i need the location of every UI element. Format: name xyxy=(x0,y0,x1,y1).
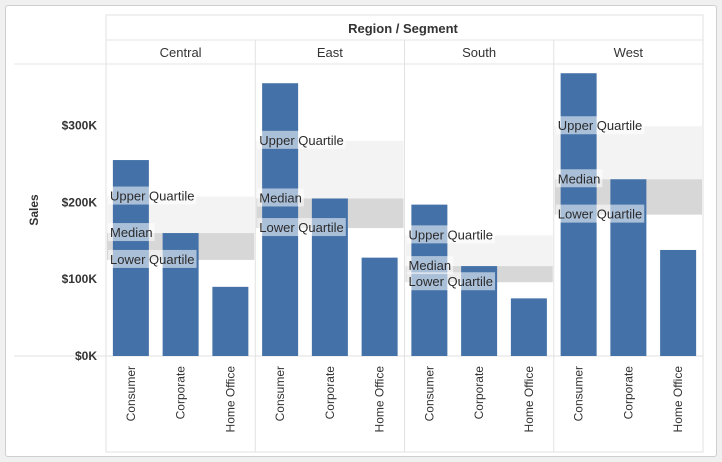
median-label-bg xyxy=(406,256,454,275)
category-label: Consumer xyxy=(273,366,287,421)
y-axis-label: Sales xyxy=(27,194,41,226)
category-label: Corporate xyxy=(472,366,486,420)
lower-label-bg xyxy=(108,249,197,268)
category-label: Home Office xyxy=(373,366,387,433)
median-label-bg xyxy=(108,223,155,242)
region-label: West xyxy=(614,45,644,60)
y-tick-label: $200K xyxy=(62,195,98,209)
category-label: Home Office xyxy=(671,366,685,433)
upper-quartile-label: Upper Quartile xyxy=(558,118,643,133)
lower-label-bg xyxy=(555,204,645,223)
lower-quartile-label: Lower Quartile xyxy=(259,220,344,235)
axis-labels: $0K $100K $200K $300K Central Consumer Corpora… xyxy=(62,45,686,432)
category-label: Home Office xyxy=(223,366,237,433)
upper-label-bg xyxy=(108,186,197,205)
category-label: Corporate xyxy=(174,366,188,420)
region-label: Central xyxy=(160,45,202,60)
median-quartile-label: Median xyxy=(110,225,153,240)
median-quartile-label: Median xyxy=(409,258,452,273)
median-label-bg xyxy=(257,188,304,207)
median-label-bg xyxy=(555,169,603,188)
category-label: Corporate xyxy=(323,366,337,420)
category-label: Corporate xyxy=(621,366,635,420)
lower-quartile-label: Lower Quartile xyxy=(409,274,494,289)
category-label: Consumer xyxy=(124,366,138,421)
upper-quartile-label: Upper Quartile xyxy=(409,227,494,242)
lower-quartile-label: Lower Quartile xyxy=(558,207,643,222)
region-label: East xyxy=(317,45,343,60)
upper-quartile-label: Upper Quartile xyxy=(110,189,195,204)
y-tick-label: $0K xyxy=(75,349,97,363)
y-tick-label: $100K xyxy=(62,272,98,286)
upper-label-bg xyxy=(257,130,346,149)
upper-label-bg xyxy=(555,116,645,135)
y-tick-label: $300K xyxy=(62,118,98,132)
bar-west-2 xyxy=(660,249,697,356)
bar-east-2 xyxy=(361,257,398,356)
bar-south-2 xyxy=(510,298,547,356)
category-label: Consumer xyxy=(572,366,586,421)
median-quartile-label: Median xyxy=(259,190,302,205)
category-label: Home Office xyxy=(522,366,536,433)
chart-title: Region / Segment xyxy=(348,21,458,36)
region-label: South xyxy=(462,45,496,60)
upper-quartile-label: Upper Quartile xyxy=(259,133,344,148)
upper-label-bg xyxy=(406,225,496,244)
lower-label-bg xyxy=(257,218,346,237)
lower-label-bg xyxy=(406,272,496,291)
category-label: Consumer xyxy=(422,366,436,421)
lower-quartile-label: Lower Quartile xyxy=(110,252,195,267)
median-quartile-label: Median xyxy=(558,171,601,186)
bar-central-2 xyxy=(212,286,249,356)
